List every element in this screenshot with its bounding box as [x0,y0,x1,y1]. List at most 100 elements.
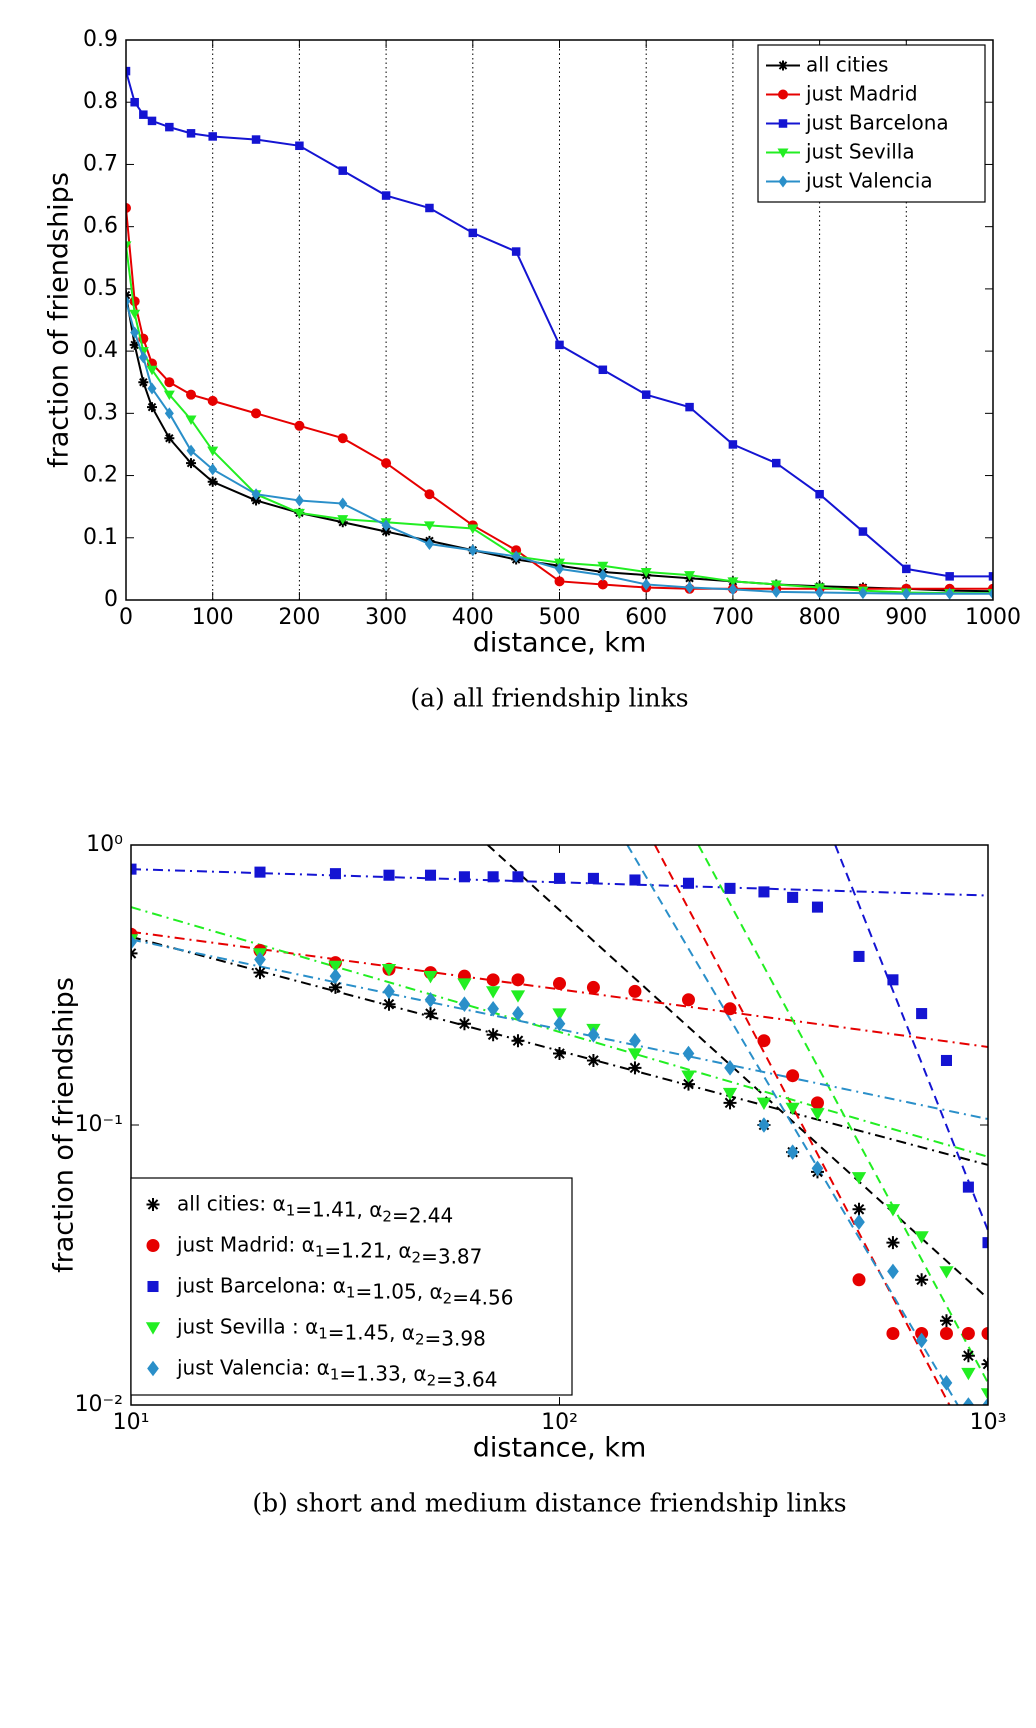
marker [682,877,695,889]
marker [587,1026,600,1043]
marker [858,527,868,536]
marker [208,132,217,141]
legend-label: just Madrid [805,81,918,105]
marker [940,1375,953,1391]
marker [939,1314,953,1328]
fit-line [487,845,988,1300]
marker [458,996,471,1013]
x-tick-label: 10² [541,1410,578,1435]
legend-label: just Sevilla [805,139,915,163]
x-tick-label: 100 [192,605,234,630]
marker [131,863,137,875]
marker [487,1001,499,1017]
fit-line [626,845,959,1405]
marker [786,1144,799,1160]
y-tick-label: 0.4 [83,338,118,363]
marker [251,408,262,419]
marker [512,1005,524,1022]
marker [728,440,738,449]
marker [945,587,955,600]
marker [980,1388,988,1401]
legend-label: just Barcelona: α1=1.05, α2=4.56 [176,1273,514,1309]
marker [770,580,782,590]
legend-marker [145,1322,161,1335]
fit-line [834,845,988,1231]
marker [130,97,139,107]
marker [381,458,392,469]
marker [126,295,131,308]
marker [424,538,434,550]
marker [163,390,175,401]
marker [681,1070,696,1083]
fit-line [131,906,988,1158]
marker [131,934,137,950]
marker [887,974,899,986]
marker [208,463,218,476]
marker [126,241,132,251]
marker [681,993,695,1007]
marker [851,1172,867,1185]
marker [164,377,175,388]
marker [811,1160,824,1177]
marker [207,476,218,487]
y-axis-label: fraction of friendships [49,977,80,1273]
marker [597,579,608,590]
marker [962,1397,975,1405]
marker [468,228,478,238]
marker [457,1017,471,1031]
marker [587,872,599,884]
marker [982,1397,988,1405]
marker [254,951,266,968]
marker [338,497,348,510]
marker [627,1048,643,1061]
marker [511,1034,525,1048]
marker [728,583,738,596]
marker [381,191,391,200]
marker [467,524,479,534]
y-tick-label: 0.5 [83,276,118,301]
legend-marker [778,175,788,188]
marker [147,382,157,395]
marker [586,1053,600,1067]
legend-marker [777,148,789,158]
marker [586,980,600,994]
marker [811,901,824,913]
marker [295,141,304,151]
marker [961,1349,975,1363]
legend-marker [146,1198,160,1211]
marker [130,326,140,339]
marker [757,1034,771,1048]
legend-label: just Barcelona [805,110,949,134]
marker [858,587,868,600]
marker [786,1069,800,1083]
marker [939,1266,954,1279]
marker [945,572,954,581]
marker [723,1096,737,1110]
marker [915,1273,929,1287]
marker [641,390,651,399]
marker [815,586,825,599]
marker [939,1327,953,1341]
x-tick-label: 0 [119,605,133,630]
marker [337,515,349,525]
legend-label: just Valencia [805,168,933,192]
marker [552,1008,567,1021]
marker [598,365,608,375]
marker [294,494,304,507]
marker [852,1273,866,1287]
marker [852,1202,866,1216]
marker [129,296,140,307]
marker [126,66,131,76]
legend-marker [778,89,788,100]
axes-frame [125,39,994,601]
caption: (a) all friendship links [410,684,688,713]
marker [294,420,305,431]
legend-label: just Valencia: α1=1.33, α2=3.64 [176,1355,497,1391]
marker [553,872,566,884]
marker [553,977,566,991]
y-tick-label: 10⁰ [86,832,123,857]
marker [337,433,348,444]
marker [723,1002,737,1016]
y-tick-label: 0.3 [83,400,118,425]
marker [902,564,911,574]
